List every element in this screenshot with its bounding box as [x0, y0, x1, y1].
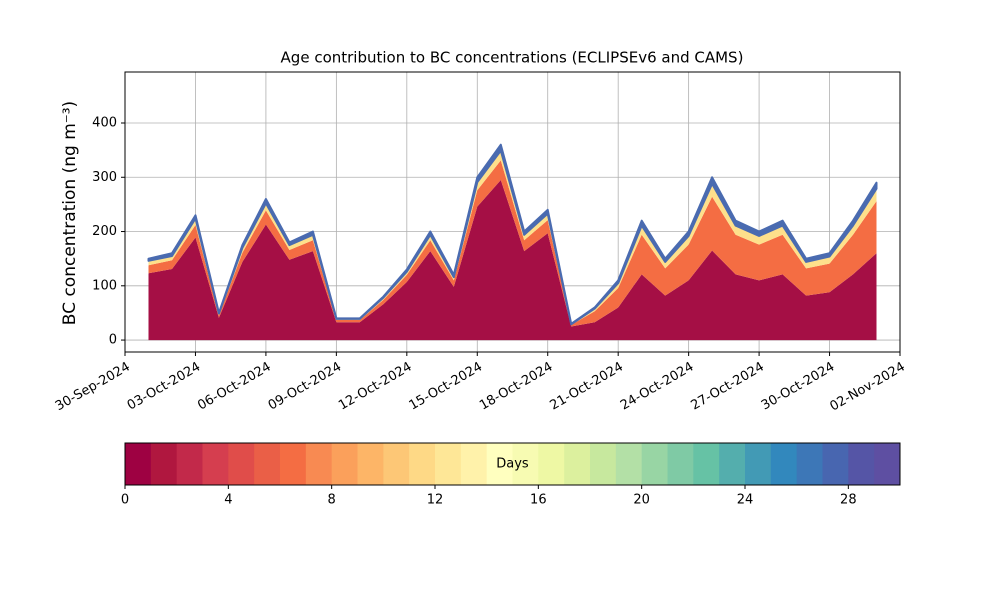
- y-tick-label: 300: [92, 170, 117, 185]
- colorbar-swatch: [280, 443, 307, 485]
- colorbar-swatch: [512, 443, 539, 485]
- colorbar-swatch: [254, 443, 281, 485]
- colorbar-tick-label: 16: [530, 493, 547, 508]
- colorbar-swatch: [228, 443, 255, 485]
- colorbar-swatch: [409, 443, 436, 485]
- colorbar-swatch: [796, 443, 823, 485]
- area: [147, 143, 878, 326]
- colorbar-tick-label: 0: [121, 493, 129, 508]
- colorbar-tick-label: 8: [328, 493, 336, 508]
- x-tick-label: 30-Sep-2024: [53, 360, 133, 415]
- area: [148, 180, 877, 341]
- colorbar-tick-label: 28: [840, 493, 857, 508]
- area: [148, 160, 877, 327]
- x-tick-label: 12-Oct-2024: [336, 360, 414, 414]
- colorbar-swatch: [770, 443, 798, 485]
- y-tick-label: 200: [92, 224, 117, 239]
- colorbar-swatch: [745, 443, 772, 485]
- x-tick-label: 02-Nov-2024: [827, 360, 907, 415]
- colorbar-swatch: [564, 443, 591, 485]
- colorbar-swatch: [590, 443, 617, 485]
- colorbar-swatch: [331, 443, 358, 485]
- colorbar-swatch: [822, 443, 849, 485]
- colorbar-tick-label: 4: [224, 493, 232, 508]
- colorbar-swatch: [305, 443, 333, 485]
- x-tick-label: 21-Oct-2024: [548, 360, 626, 414]
- colorbar-swatch: [176, 443, 203, 485]
- x-tick-label: 30-Oct-2024: [759, 360, 837, 414]
- x-tick-label: 15-Oct-2024: [407, 360, 485, 414]
- colorbar-swatch: [202, 443, 229, 485]
- colorbar-tick-label: 20: [633, 493, 650, 508]
- colorbar-frame: [124, 442, 901, 486]
- colorbar-swatch: [641, 443, 668, 485]
- colorbar-swatch: [538, 443, 565, 485]
- plot-frame: [124, 71, 901, 353]
- chart-title: Age contribution to BC concentrations (E…: [281, 49, 744, 67]
- colorbar-swatch: [848, 443, 875, 485]
- colorbar-swatch: [874, 443, 901, 485]
- x-tick-label: 18-Oct-2024: [477, 360, 555, 414]
- y-tick-label: 0: [109, 333, 117, 348]
- colorbar-swatch: [615, 443, 643, 485]
- colorbar-swatch: [435, 443, 462, 485]
- x-tick-label: 09-Oct-2024: [266, 360, 344, 414]
- y-axis-label: BC concentration (ng m⁻³): [60, 101, 80, 325]
- colorbar-label: Days: [496, 457, 529, 472]
- y-tick-label: 400: [92, 116, 117, 131]
- x-tick-label: 27-Oct-2024: [688, 360, 766, 414]
- colorbar-swatch: [460, 443, 488, 485]
- colorbar-swatch: [125, 443, 152, 485]
- colorbar-swatch: [150, 443, 178, 485]
- colorbar-swatch: [693, 443, 720, 485]
- y-tick-label: 100: [92, 278, 117, 293]
- colorbar-swatch: [667, 443, 694, 485]
- colorbar-swatch: [357, 443, 384, 485]
- colorbar-swatch: [486, 443, 513, 485]
- colorbar-tick-label: 12: [427, 493, 444, 508]
- x-tick-label: 03-Oct-2024: [125, 360, 203, 414]
- colorbar-swatch: [383, 443, 410, 485]
- colorbar-swatch: [719, 443, 746, 485]
- colorbar-tick-label: 24: [737, 493, 754, 508]
- x-tick-label: 24-Oct-2024: [618, 360, 696, 414]
- x-tick-label: 06-Oct-2024: [195, 360, 273, 414]
